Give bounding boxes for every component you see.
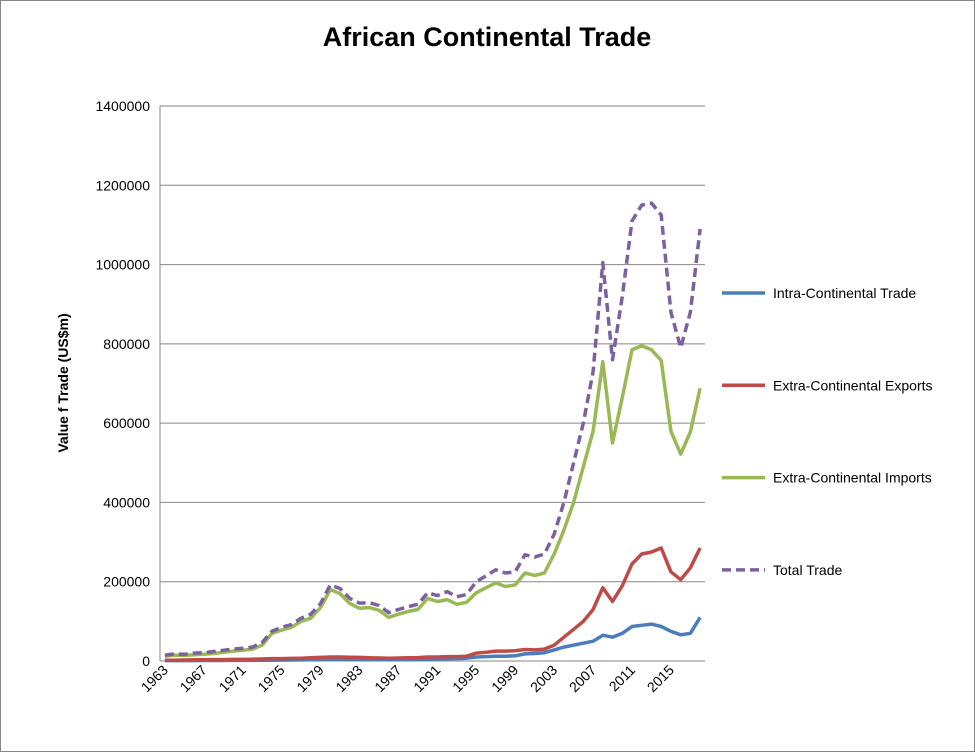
y-tick-label: 200000 [103, 574, 150, 590]
y-tick-label: 400000 [103, 494, 150, 510]
series-line [164, 344, 702, 658]
legend-label: Total Trade [773, 562, 842, 578]
y-axis-label: Value f Trade (US$m) [55, 313, 71, 452]
series-line [164, 546, 702, 662]
legend-label: Intra-Continental Trade [773, 285, 916, 301]
legend-label: Extra-Continental Imports [773, 470, 932, 486]
y-tick-label: 1000000 [95, 257, 150, 273]
y-tick-label: 600000 [103, 415, 150, 431]
legend-label: Extra-Continental Exports [773, 377, 933, 393]
y-tick-label: 1400000 [95, 98, 150, 114]
y-tick-label: 1200000 [95, 177, 150, 193]
y-tick-label: 0 [142, 653, 150, 669]
series-line [164, 201, 702, 657]
y-tick-label: 800000 [103, 336, 150, 352]
chart-title: African Continental Trade [323, 22, 652, 52]
